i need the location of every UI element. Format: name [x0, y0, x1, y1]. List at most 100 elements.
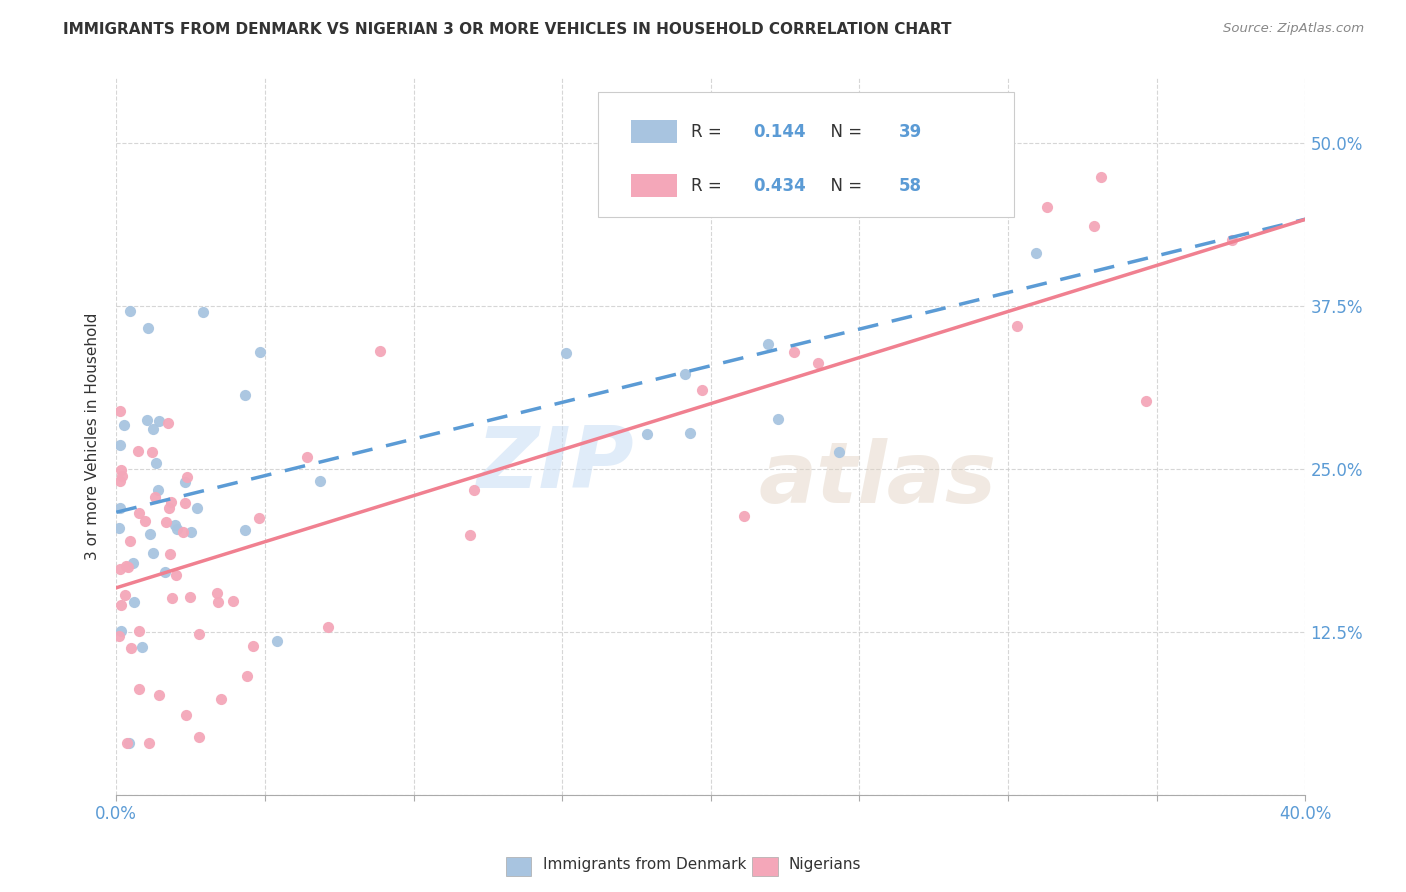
- Point: [1090, 170, 1112, 185]
- Point: [127, 444, 149, 458]
- Point: [733, 509, 755, 524]
- Point: [368, 344, 391, 359]
- Point: [111, 468, 134, 483]
- Point: [165, 568, 187, 582]
- Point: [675, 367, 697, 381]
- Point: [159, 547, 181, 561]
- Point: [172, 525, 194, 540]
- Text: Nigerians: Nigerians: [789, 856, 862, 871]
- Point: [148, 688, 170, 702]
- Point: [156, 416, 179, 430]
- Point: [155, 565, 177, 579]
- Point: [295, 450, 318, 465]
- Point: [636, 426, 658, 441]
- Point: [690, 384, 713, 398]
- Point: [1220, 233, 1243, 247]
- Point: [108, 521, 131, 535]
- Point: [460, 527, 482, 541]
- Point: [828, 444, 851, 458]
- Text: R =: R =: [692, 177, 727, 194]
- Text: N =: N =: [820, 123, 868, 141]
- Text: 58: 58: [900, 177, 922, 194]
- Text: ZIP: ZIP: [475, 424, 634, 507]
- Point: [1007, 319, 1029, 334]
- Point: [309, 475, 332, 489]
- Bar: [506, 857, 531, 876]
- Point: [118, 736, 141, 750]
- Point: [176, 470, 198, 484]
- Point: [1036, 200, 1059, 214]
- Text: 0.434: 0.434: [754, 177, 806, 194]
- Point: [110, 598, 132, 612]
- Point: [174, 475, 197, 489]
- Point: [110, 624, 132, 639]
- FancyBboxPatch shape: [598, 92, 1014, 218]
- Point: [165, 518, 187, 533]
- Point: [174, 708, 197, 723]
- Point: [143, 490, 166, 504]
- Point: [807, 356, 830, 370]
- Point: [138, 736, 160, 750]
- Point: [174, 495, 197, 509]
- FancyBboxPatch shape: [631, 174, 676, 197]
- Point: [139, 527, 162, 541]
- Point: [110, 500, 132, 515]
- Point: [1135, 393, 1157, 408]
- Point: [1083, 219, 1105, 233]
- Point: [134, 514, 156, 528]
- Point: [179, 591, 201, 605]
- Point: [973, 136, 995, 150]
- Point: [117, 560, 139, 574]
- Point: [233, 523, 256, 537]
- Point: [110, 562, 132, 576]
- Bar: [752, 857, 778, 876]
- Point: [782, 345, 804, 359]
- Text: Source: ZipAtlas.com: Source: ZipAtlas.com: [1223, 22, 1364, 36]
- Point: [768, 412, 790, 426]
- Point: [162, 591, 184, 605]
- Text: Immigrants from Denmark: Immigrants from Denmark: [543, 856, 747, 871]
- Point: [193, 305, 215, 319]
- Point: [160, 495, 183, 509]
- Point: [207, 595, 229, 609]
- Point: [249, 511, 271, 525]
- Point: [108, 629, 131, 643]
- Point: [1025, 246, 1047, 260]
- Point: [128, 624, 150, 638]
- Point: [120, 641, 142, 656]
- Point: [316, 620, 339, 634]
- Point: [128, 682, 150, 697]
- Point: [249, 345, 271, 359]
- Text: 39: 39: [900, 123, 922, 141]
- Point: [209, 692, 232, 706]
- Point: [554, 346, 576, 360]
- Point: [148, 414, 170, 428]
- Point: [142, 546, 165, 560]
- Point: [115, 558, 138, 573]
- Point: [115, 736, 138, 750]
- Point: [124, 595, 146, 609]
- Point: [108, 404, 131, 418]
- Point: [108, 438, 131, 452]
- Text: N =: N =: [820, 177, 868, 194]
- Point: [236, 669, 259, 683]
- FancyBboxPatch shape: [631, 120, 676, 144]
- Point: [108, 475, 131, 489]
- Y-axis label: 3 or more Vehicles in Household: 3 or more Vehicles in Household: [86, 312, 100, 560]
- Point: [138, 321, 160, 335]
- Point: [166, 522, 188, 536]
- Text: atlas: atlas: [758, 438, 997, 521]
- Point: [120, 303, 142, 318]
- Point: [112, 417, 135, 432]
- Point: [679, 426, 702, 441]
- Point: [146, 483, 169, 497]
- Point: [756, 336, 779, 351]
- Point: [242, 639, 264, 653]
- Point: [141, 445, 163, 459]
- Point: [110, 462, 132, 476]
- Text: R =: R =: [692, 123, 727, 141]
- Point: [131, 640, 153, 654]
- Point: [221, 593, 243, 607]
- Point: [186, 501, 208, 516]
- Point: [463, 483, 485, 497]
